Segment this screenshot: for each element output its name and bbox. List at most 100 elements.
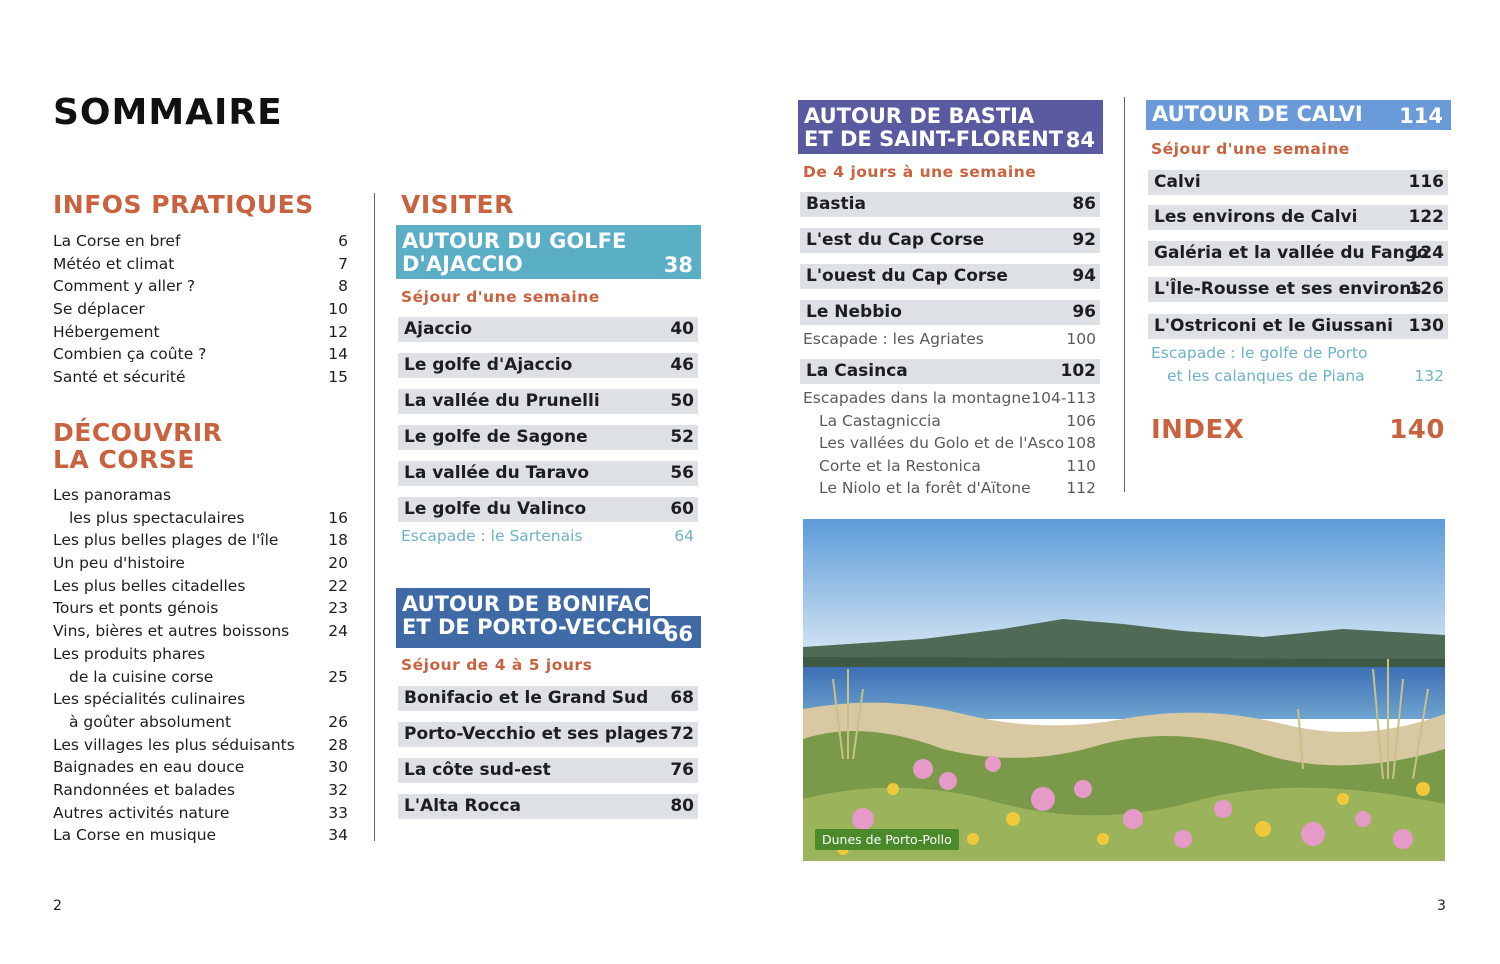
escapade-entry[interactable]: Escapade : le Sartenais 64 bbox=[401, 525, 698, 547]
bastia-section-header[interactable]: AUTOUR DE BASTIA ET DE SAINT-FLORENT 84 bbox=[798, 100, 1103, 154]
toc-entry[interactable]: L'ouest du Cap Corse 94 bbox=[800, 264, 1100, 289]
section-header-line1: AUTOUR DE BONIFACIO bbox=[402, 592, 675, 616]
toc-entry[interactable]: Le golfe du Valinco 60 bbox=[398, 497, 698, 522]
list-item[interactable]: La Corse en bref 6 bbox=[53, 230, 348, 253]
entry-label: Le golfe de Sagone bbox=[404, 427, 588, 447]
entry-label: La côte sud-est bbox=[404, 760, 551, 780]
entry-page: 124 bbox=[1408, 243, 1445, 263]
bonifacio-section-header[interactable]: AUTOUR DE BONIFACIO ET DE PORTO-VECCHIO … bbox=[396, 588, 701, 648]
list-item[interactable]: Autres activités nature 33 bbox=[53, 802, 348, 825]
toc-entry[interactable]: L'Île-Rousse et ses environs 126 bbox=[1148, 277, 1448, 302]
toc-entry[interactable]: Porto-Vecchio et ses plages 72 bbox=[398, 722, 698, 747]
list-item[interactable]: Les spécialités culinaires bbox=[53, 688, 348, 711]
list-item[interactable]: Santé et sécurité 15 bbox=[53, 366, 348, 389]
escapade-entry-cont[interactable]: et les calanques de Piana 132 bbox=[1167, 365, 1448, 387]
escapade-entry[interactable]: Escapades dans la montagne 104-113 bbox=[803, 387, 1100, 409]
entry-page: 130 bbox=[1408, 316, 1445, 336]
decouvrir-list: Les panoramas les plus spectaculaires 16 … bbox=[53, 484, 348, 847]
list-item[interactable]: Comment y aller ? 8 bbox=[53, 275, 348, 298]
list-item[interactable]: Baignades en eau douce 30 bbox=[53, 756, 348, 779]
item-page: 23 bbox=[328, 599, 348, 618]
toc-entry[interactable]: La côte sud-est 76 bbox=[398, 758, 698, 783]
list-item[interactable]: Les produits phares bbox=[53, 643, 348, 666]
entry-label: Corte et la Restonica bbox=[819, 457, 981, 475]
page-number-right: 3 bbox=[1437, 898, 1446, 914]
calvi-section-header[interactable]: AUTOUR DE CALVI 114 bbox=[1146, 100, 1451, 130]
section-header-line1: AUTOUR DE CALVI bbox=[1152, 102, 1363, 126]
escapade-subentry[interactable]: Les vallées du Golo et de l'Asco 108 bbox=[819, 432, 1100, 454]
list-item[interactable]: La Corse en musique 34 bbox=[53, 824, 348, 847]
item-label: Baignades en eau douce bbox=[53, 758, 245, 777]
toc-entry[interactable]: Les environs de Calvi 122 bbox=[1148, 205, 1448, 230]
item-label: Tours et ponts génois bbox=[53, 599, 219, 618]
toc-entry[interactable]: Le golfe d'Ajaccio 46 bbox=[398, 353, 698, 378]
list-item[interactable]: Hébergement 12 bbox=[53, 321, 348, 344]
list-item[interactable]: de la cuisine corse 25 bbox=[53, 666, 348, 689]
decouvrir-heading-line2: LA CORSE bbox=[53, 445, 195, 474]
entry-page: 102 bbox=[1060, 361, 1097, 381]
calvi-sejour: Séjour d'une semaine bbox=[1151, 140, 1350, 158]
item-page: 16 bbox=[328, 508, 348, 527]
photo-caption: Dunes de Porto-Pollo bbox=[815, 829, 959, 850]
item-page: 32 bbox=[328, 780, 348, 799]
list-item[interactable]: Les plus belles plages de l'île 18 bbox=[53, 529, 348, 552]
toc-entry[interactable]: Ajaccio 40 bbox=[398, 317, 698, 342]
escapade-subentry[interactable]: La Castagniccia 106 bbox=[819, 410, 1100, 432]
list-item[interactable]: Se déplacer 10 bbox=[53, 298, 348, 321]
item-label: Les plus belles plages de l'île bbox=[53, 531, 279, 550]
entry-page: 72 bbox=[670, 724, 694, 744]
entry-page: 68 bbox=[670, 688, 694, 708]
item-label: Randonnées et balades bbox=[53, 780, 235, 799]
column-divider bbox=[374, 193, 375, 841]
list-item[interactable]: Météo et climat 7 bbox=[53, 253, 348, 276]
list-item[interactable]: Vins, bières et autres boissons 24 bbox=[53, 620, 348, 643]
item-label: Hébergement bbox=[53, 322, 160, 341]
toc-entry[interactable]: Calvi 116 bbox=[1148, 170, 1448, 195]
item-label: Météo et climat bbox=[53, 254, 175, 273]
list-item[interactable]: Les panoramas bbox=[53, 484, 348, 507]
toc-entry[interactable]: La vallée du Taravo 56 bbox=[398, 461, 698, 486]
list-item[interactable]: à goûter absolument 26 bbox=[53, 711, 348, 734]
item-label: Les villages les plus séduisants bbox=[53, 735, 295, 754]
entry-label: L'Ostriconi et le Giussani bbox=[1154, 316, 1393, 336]
list-item[interactable]: Les plus belles citadelles 22 bbox=[53, 575, 348, 598]
entry-page: 112 bbox=[1066, 479, 1096, 497]
decouvrir-heading-line1: DÉCOUVRIR bbox=[53, 418, 223, 447]
section-header-page: 38 bbox=[663, 253, 693, 277]
toc-entry[interactable]: L'Ostriconi et le Giussani 130 bbox=[1148, 314, 1448, 339]
list-item[interactable]: Combien ça coûte ? 14 bbox=[53, 343, 348, 366]
escapade-entry[interactable]: Escapade : le golfe de Porto bbox=[1151, 342, 1448, 364]
toc-entry[interactable]: Le golfe de Sagone 52 bbox=[398, 425, 698, 450]
entry-page: 76 bbox=[670, 760, 694, 780]
entry-page: 104-113 bbox=[1031, 389, 1096, 407]
item-label: de la cuisine corse bbox=[69, 667, 214, 686]
item-label: Les spécialités culinaires bbox=[53, 690, 246, 709]
toc-entry[interactable]: La vallée du Prunelli 50 bbox=[398, 389, 698, 414]
toc-entry[interactable]: Bastia 86 bbox=[800, 192, 1100, 217]
item-page: 30 bbox=[328, 758, 348, 777]
list-item[interactable]: Tours et ponts génois 23 bbox=[53, 597, 348, 620]
list-item[interactable]: Randonnées et balades 32 bbox=[53, 779, 348, 802]
list-item[interactable]: Un peu d'histoire 20 bbox=[53, 552, 348, 575]
toc-entry[interactable]: Bonifacio et le Grand Sud 68 bbox=[398, 686, 698, 711]
escapade-subentry[interactable]: Le Niolo et la forêt d'Aïtone 112 bbox=[819, 477, 1100, 499]
toc-entry[interactable]: La Casinca 102 bbox=[800, 359, 1100, 384]
item-label: Un peu d'histoire bbox=[53, 554, 185, 573]
list-item[interactable]: les plus spectaculaires 16 bbox=[53, 507, 348, 530]
toc-entry[interactable]: L'Alta Rocca 80 bbox=[398, 794, 698, 819]
entry-label: Ajaccio bbox=[404, 319, 473, 339]
toc-entry[interactable]: Galéria et la vallée du Fango 124 bbox=[1148, 241, 1448, 266]
visiter-heading: VISITER bbox=[401, 190, 514, 219]
toc-entry[interactable]: L'est du Cap Corse 92 bbox=[800, 228, 1100, 253]
entry-label: Bonifacio et le Grand Sud bbox=[404, 688, 649, 708]
escapade-entry[interactable]: Escapade : les Agriates 100 bbox=[803, 328, 1100, 350]
toc-entry[interactable]: Le Nebbio 96 bbox=[800, 300, 1100, 325]
entry-label: La vallée du Prunelli bbox=[404, 391, 600, 411]
escapade-subentry[interactable]: Corte et la Restonica 110 bbox=[819, 455, 1100, 477]
page-title: SOMMAIRE bbox=[53, 92, 283, 133]
section-header-line2: ET DE SAINT-FLORENT bbox=[804, 127, 1064, 151]
index-label[interactable]: INDEX bbox=[1151, 415, 1245, 445]
ajaccio-section-header[interactable]: AUTOUR DU GOLFE D'AJACCIO 38 bbox=[396, 225, 701, 279]
bastia-sejour: De 4 jours à une semaine bbox=[803, 163, 1037, 181]
list-item[interactable]: Les villages les plus séduisants 28 bbox=[53, 734, 348, 757]
